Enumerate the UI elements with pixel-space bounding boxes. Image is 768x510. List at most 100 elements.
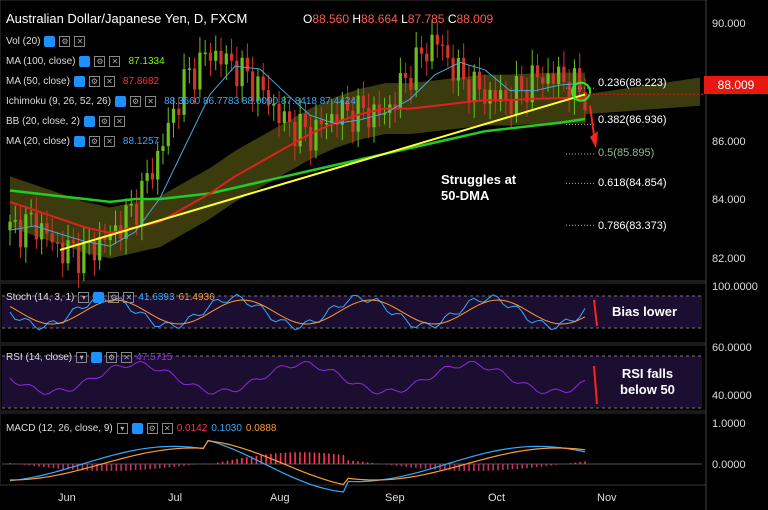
candle-body: [520, 76, 524, 90]
macd-histogram-bar: [357, 461, 359, 464]
candle-body: [245, 57, 249, 72]
indicator-macd[interactable]: MACD (12, 26, close, 9) ▾ ⚙ ✕ 0.0142 0.1030…: [6, 423, 277, 434]
settings-icon[interactable]: ⚙: [88, 76, 100, 87]
candle-body: [124, 205, 128, 239]
macd-histogram-bar: [38, 464, 40, 467]
macd-histogram-bar: [183, 464, 185, 466]
candle-body: [266, 90, 271, 106]
indicator-ma20[interactable]: MA (20, close) ⚙ ✕ 88.1257: [6, 136, 160, 147]
close-icon[interactable]: ✕: [103, 136, 115, 147]
rsi-arrow-icon: [593, 365, 598, 405]
candle-body: [182, 69, 186, 115]
candle-body: [430, 34, 434, 62]
settings-icon[interactable]: ⚙: [59, 36, 71, 47]
eye-icon[interactable]: [44, 36, 56, 47]
candle-body: [214, 50, 218, 61]
candle-body: [13, 219, 17, 222]
eye-icon[interactable]: [73, 76, 85, 87]
settings-icon[interactable]: ⚙: [94, 56, 106, 67]
indicator-bb[interactable]: BB (20, close, 2) ⚙ ✕: [6, 116, 125, 127]
macd-histogram-bar: [158, 464, 161, 469]
dropdown-icon[interactable]: ▾: [116, 423, 128, 434]
macd-histogram-bar: [511, 464, 514, 470]
fib-label-0382: 0.382(86.936): [598, 114, 667, 126]
close-icon[interactable]: ✕: [161, 423, 173, 434]
settings-icon[interactable]: ⚙: [146, 423, 158, 434]
indicator-rsi[interactable]: RSI (14, close) ▾ ⚙ ✕ 47.5715: [6, 352, 173, 363]
macd-histogram-bar: [439, 464, 441, 470]
price-tick: 82.000: [712, 253, 746, 265]
settings-icon[interactable]: ⚙: [98, 116, 110, 127]
low-value: 87.785: [407, 12, 445, 26]
candle-body: [161, 146, 165, 151]
macd-histogram-bar: [318, 452, 321, 464]
eye-icon[interactable]: [91, 352, 103, 363]
candle-body: [166, 122, 170, 147]
macd-histogram-bar: [574, 462, 577, 464]
macd-axis-tick: 1.0000: [712, 418, 746, 430]
price-tick: 90.000: [712, 18, 746, 30]
indicator-stoch[interactable]: Stoch (14, 3, 1) ▾ ⚙ ✕ 41.6393 61.4936: [6, 292, 215, 303]
close-icon[interactable]: ✕: [113, 116, 125, 127]
candle-body: [330, 114, 334, 123]
arrow-head-icon: [590, 131, 598, 149]
macd-histogram-bar: [361, 461, 364, 464]
candle-body: [61, 242, 65, 264]
close-icon[interactable]: ✕: [74, 36, 86, 47]
candle-body: [261, 76, 265, 91]
macd-histogram-bar: [76, 464, 79, 471]
candle-body: [224, 53, 228, 65]
eye-icon[interactable]: [115, 96, 127, 107]
macd-histogram-bar: [163, 464, 166, 468]
indicator-ma100[interactable]: MA (100, close) ⚙ ✕ 87.1334: [6, 56, 165, 67]
dropdown-icon[interactable]: ▾: [76, 352, 88, 363]
candle-body: [578, 68, 582, 93]
indicator-ichimoku[interactable]: Ichimoku (9, 26, 52, 26) ⚙ ✕ 88.3660 86.77…: [6, 96, 356, 107]
candle-body: [272, 103, 276, 106]
eye-icon[interactable]: [73, 136, 85, 147]
macd-histogram-bar: [395, 464, 398, 466]
rsi-band: [2, 356, 702, 408]
macd-signal-line: [9, 440, 586, 486]
close-icon[interactable]: ✕: [103, 76, 115, 87]
macd-histogram-bar: [81, 464, 84, 471]
settings-icon[interactable]: ⚙: [108, 292, 120, 303]
candle-body: [18, 219, 23, 248]
macd-histogram-bar: [274, 453, 277, 464]
stoch-k-line: [9, 293, 586, 331]
close-icon[interactable]: ✕: [109, 56, 121, 67]
candle-body: [562, 66, 566, 83]
eye-icon[interactable]: [131, 423, 143, 434]
candle-body: [108, 233, 112, 241]
fib-label-0786: 0.786(83.373): [598, 220, 667, 232]
indicator-ma50[interactable]: MA (50, close) ⚙ ✕ 87.8682: [6, 76, 160, 87]
close-value: 88.009: [456, 12, 494, 26]
eye-icon[interactable]: [79, 56, 91, 67]
macd-histogram-bar: [506, 464, 509, 470]
macd-histogram-bar: [444, 464, 446, 471]
stoch-axis-tick: 100.0000: [712, 281, 758, 293]
close-icon[interactable]: ✕: [123, 292, 135, 303]
ohlc-readout: O88.560 H88.664 L87.785 C88.009: [302, 12, 494, 26]
candle-body: [187, 68, 191, 70]
symbol-title: Australian Dollar/Japanese Yen, D, FXCM: [6, 11, 248, 26]
candle-body: [419, 47, 424, 54]
dropdown-icon[interactable]: ▾: [78, 292, 90, 303]
settings-icon[interactable]: ⚙: [130, 96, 142, 107]
candle-body: [488, 89, 492, 104]
macd-histogram-bar: [526, 464, 528, 469]
candle-body: [340, 100, 344, 125]
eye-icon[interactable]: [83, 116, 95, 127]
candle-body: [535, 65, 540, 78]
macd-histogram-bar: [531, 464, 533, 468]
eye-icon[interactable]: [93, 292, 105, 303]
close-icon[interactable]: ✕: [145, 96, 157, 107]
macd-histogram-bar: [579, 462, 581, 464]
close-icon[interactable]: ✕: [121, 352, 133, 363]
macd-histogram-bar: [424, 464, 427, 469]
settings-icon[interactable]: ⚙: [88, 136, 100, 147]
indicator-vol[interactable]: Vol (20) ⚙ ✕: [6, 36, 86, 47]
ichimoku-cloud-future: [585, 77, 700, 115]
settings-icon[interactable]: ⚙: [106, 352, 118, 363]
